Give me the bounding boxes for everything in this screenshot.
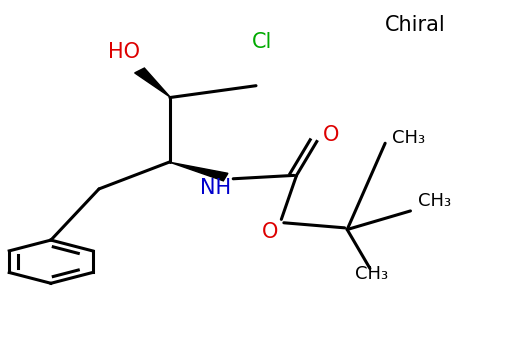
- Text: CH₃: CH₃: [418, 192, 451, 210]
- Text: Chiral: Chiral: [385, 15, 446, 35]
- Text: CH₃: CH₃: [392, 129, 425, 147]
- Text: CH₃: CH₃: [355, 265, 388, 283]
- Text: HO: HO: [108, 42, 139, 62]
- Text: O: O: [262, 222, 278, 242]
- Text: NH: NH: [200, 178, 231, 198]
- Polygon shape: [169, 162, 228, 181]
- Text: Cl: Cl: [252, 32, 272, 52]
- Polygon shape: [135, 68, 170, 97]
- Text: O: O: [323, 125, 339, 145]
